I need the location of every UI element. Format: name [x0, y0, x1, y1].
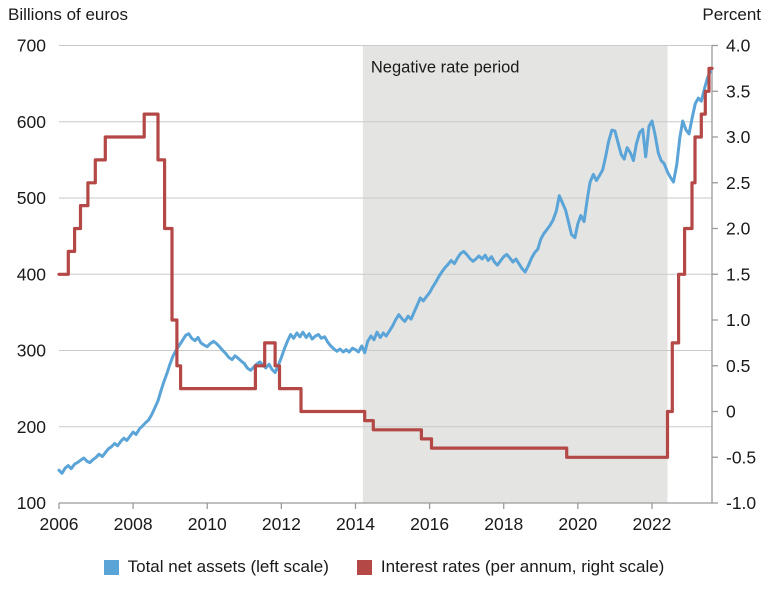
right-tick-label: 3.0 — [726, 127, 751, 147]
right-tick-label: 3.5 — [726, 81, 750, 101]
left-tick-label: 100 — [17, 493, 46, 513]
right-tick-label: -0.5 — [726, 447, 756, 467]
right-tick-label: 2.5 — [726, 173, 750, 193]
total-net-assets-line — [57, 69, 712, 475]
legend-item-total-net-assets: Total net assets (left scale) — [103, 557, 329, 577]
right-tick-label: 0 — [726, 402, 736, 422]
interest-rates-line — [57, 66, 714, 459]
left-tick-label: 600 — [17, 112, 46, 132]
legend-label: Interest rates (per annum, right scale) — [380, 557, 665, 576]
right-tick-label: 1.0 — [726, 310, 751, 330]
right-tick-label: 1.5 — [726, 264, 750, 284]
x-tick-label: 2012 — [262, 514, 301, 534]
x-tick-label: 2010 — [188, 514, 227, 534]
left-tick-label: 400 — [17, 264, 46, 284]
legend-item-interest-rates: Interest rates (per annum, right scale) — [356, 557, 665, 577]
x-tick-label: 2006 — [40, 514, 79, 534]
left-tick-label: 500 — [17, 188, 46, 208]
x-tick-label: 2014 — [336, 514, 375, 534]
x-tick-label: 2020 — [558, 514, 597, 534]
red-series-swatch-icon — [356, 559, 372, 575]
left-tick-label: 700 — [17, 36, 46, 56]
left-tick-label: 200 — [17, 417, 46, 437]
x-tick-label: 2018 — [484, 514, 523, 534]
right-axis-title: Percent — [702, 5, 761, 24]
x-tick-label: 2008 — [114, 514, 153, 534]
legend-label: Total net assets (left scale) — [127, 557, 329, 576]
chart-legend: Total net assets (left scale) Interest r… — [0, 557, 768, 577]
blue-series-swatch-icon — [103, 559, 119, 575]
right-tick-label: 4.0 — [726, 36, 751, 56]
left-axis-title: Billions of euros — [8, 5, 129, 24]
x-tick-label: 2016 — [410, 514, 449, 534]
right-tick-label: 0.5 — [726, 356, 750, 376]
left-tick-label: 300 — [17, 341, 46, 361]
negative-rate-period-label: Negative rate period — [371, 59, 520, 77]
right-tick-label: 2.0 — [726, 219, 751, 239]
x-tick-label: 2022 — [632, 514, 671, 534]
right-tick-label: -1.0 — [726, 493, 756, 513]
